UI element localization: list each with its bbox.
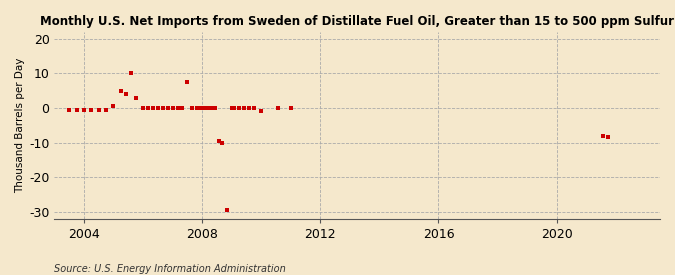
Point xyxy=(221,208,232,212)
Point xyxy=(196,106,207,110)
Point xyxy=(204,106,215,110)
Point xyxy=(194,106,205,110)
Point xyxy=(286,106,296,110)
Point xyxy=(115,89,126,93)
Point xyxy=(63,108,74,112)
Point xyxy=(239,106,250,110)
Point xyxy=(108,104,119,109)
Point xyxy=(172,106,183,110)
Point xyxy=(199,106,210,110)
Point xyxy=(248,106,259,110)
Point xyxy=(177,106,188,110)
Point xyxy=(126,71,136,76)
Point xyxy=(162,106,173,110)
Point xyxy=(147,106,158,110)
Point xyxy=(153,106,163,110)
Point xyxy=(207,106,217,110)
Point xyxy=(192,106,202,110)
Point xyxy=(101,108,111,112)
Point xyxy=(142,106,153,110)
Point xyxy=(244,106,254,110)
Point xyxy=(130,95,141,100)
Y-axis label: Thousand Barrels per Day: Thousand Barrels per Day xyxy=(15,58,25,193)
Point xyxy=(273,106,284,110)
Point xyxy=(217,141,227,145)
Text: Source: U.S. Energy Information Administration: Source: U.S. Energy Information Administ… xyxy=(54,264,286,274)
Point xyxy=(214,139,225,143)
Point xyxy=(187,106,198,110)
Point xyxy=(234,106,244,110)
Point xyxy=(78,108,89,112)
Point xyxy=(229,106,240,110)
Point xyxy=(226,106,237,110)
Point xyxy=(598,133,609,138)
Point xyxy=(167,106,178,110)
Point xyxy=(86,108,97,112)
Point xyxy=(157,106,168,110)
Point xyxy=(603,135,614,140)
Point xyxy=(202,106,213,110)
Point xyxy=(121,92,132,97)
Point xyxy=(93,108,104,112)
Title: Monthly U.S. Net Imports from Sweden of Distillate Fuel Oil, Greater than 15 to : Monthly U.S. Net Imports from Sweden of … xyxy=(40,15,674,28)
Point xyxy=(182,80,193,84)
Point xyxy=(256,109,267,114)
Point xyxy=(209,106,220,110)
Point xyxy=(138,106,148,110)
Point xyxy=(71,108,82,112)
